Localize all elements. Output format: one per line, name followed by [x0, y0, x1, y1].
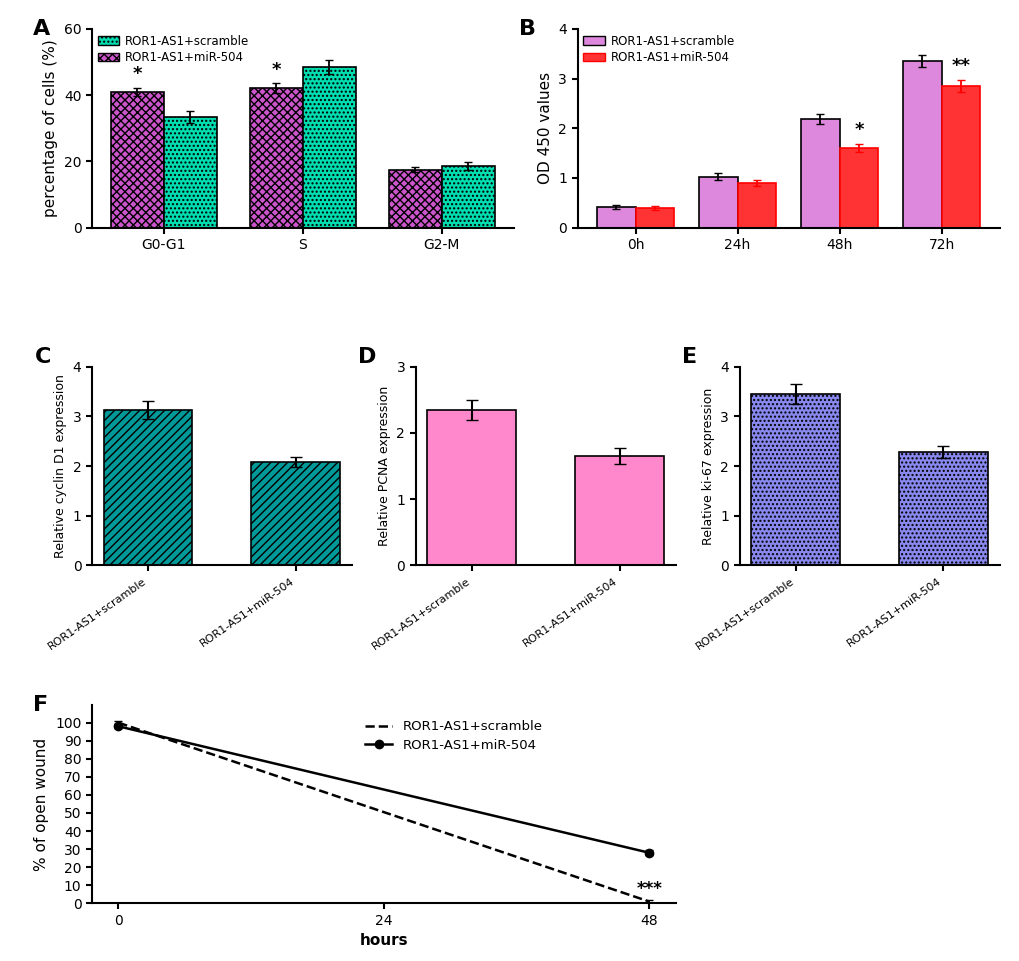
Legend: ROR1-AS1+scramble, ROR1-AS1+miR-504: ROR1-AS1+scramble, ROR1-AS1+miR-504 — [360, 715, 547, 757]
Bar — [839, 148, 877, 228]
Bar — [635, 208, 674, 228]
Bar — [303, 67, 356, 228]
Bar — [596, 207, 635, 228]
Bar — [164, 116, 216, 228]
Legend: ROR1-AS1+scramble, ROR1-AS1+miR-504: ROR1-AS1+scramble, ROR1-AS1+miR-504 — [583, 35, 734, 64]
Y-axis label: OD 450 values: OD 450 values — [537, 72, 552, 185]
Bar — [898, 453, 986, 565]
Text: ***: *** — [636, 880, 661, 898]
Bar — [737, 183, 775, 228]
Text: *: * — [271, 61, 281, 79]
Bar — [441, 166, 494, 228]
Text: C: C — [35, 347, 51, 367]
Bar — [902, 62, 941, 228]
Bar — [388, 169, 441, 228]
Y-axis label: percentage of cells (%): percentage of cells (%) — [43, 39, 58, 217]
X-axis label: hours: hours — [359, 933, 408, 949]
Y-axis label: Relative ki-67 expression: Relative ki-67 expression — [701, 387, 714, 545]
Legend: ROR1-AS1+scramble, ROR1-AS1+miR-504: ROR1-AS1+scramble, ROR1-AS1+miR-504 — [98, 35, 249, 64]
Bar — [251, 462, 339, 565]
Bar — [941, 86, 979, 228]
Y-axis label: Relative PCNA expression: Relative PCNA expression — [377, 386, 390, 546]
Text: E: E — [682, 347, 697, 367]
Text: **: ** — [951, 57, 970, 75]
Bar — [104, 410, 193, 565]
Y-axis label: Relative cyclin D1 expression: Relative cyclin D1 expression — [54, 374, 67, 558]
Y-axis label: % of open wound: % of open wound — [35, 737, 49, 871]
Text: D: D — [358, 347, 376, 367]
Bar — [111, 91, 164, 228]
Bar — [698, 177, 737, 228]
Bar — [800, 119, 839, 228]
Text: A: A — [33, 19, 50, 38]
Text: *: * — [853, 121, 863, 139]
Text: *: * — [132, 64, 142, 83]
Bar — [575, 456, 663, 565]
Text: B: B — [518, 19, 535, 38]
Bar — [427, 409, 516, 565]
Bar — [250, 88, 303, 228]
Bar — [751, 394, 840, 565]
Text: F: F — [34, 695, 49, 715]
